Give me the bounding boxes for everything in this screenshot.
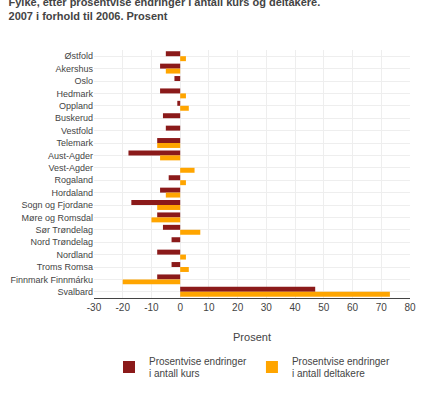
svg-text:40: 40 <box>290 302 302 313</box>
svg-text:Aust-Agder: Aust-Agder <box>48 151 93 161</box>
svg-text:Vestfold: Vestfold <box>61 126 93 136</box>
svg-text:Sør Trøndelag: Sør Trøndelag <box>35 225 93 235</box>
svg-text:20: 20 <box>232 302 244 313</box>
svg-text:Rogaland: Rogaland <box>54 175 93 185</box>
svg-text:70: 70 <box>376 302 388 313</box>
svg-text:Troms Romsa: Troms Romsa <box>37 262 93 272</box>
svg-text:Buskerud: Buskerud <box>55 113 93 123</box>
svg-text:Nordland: Nordland <box>56 250 93 260</box>
svg-text:-20: -20 <box>116 302 131 313</box>
svg-text:Sogn og Fjordane: Sogn og Fjordane <box>21 200 93 210</box>
svg-text:Østfold: Østfold <box>64 51 93 61</box>
svg-text:-10: -10 <box>144 302 159 313</box>
svg-text:80: 80 <box>404 302 416 313</box>
svg-text:Prosentvise endringeri antall: Prosentvise endringeri antall deltakere <box>292 356 390 380</box>
svg-text:Hedmark: Hedmark <box>56 89 93 99</box>
svg-text:30: 30 <box>261 302 273 313</box>
svg-text:Møre og Romsdal: Møre og Romsdal <box>21 213 93 223</box>
svg-text:Telemark: Telemark <box>56 138 93 148</box>
svg-text:Akershus: Akershus <box>55 64 93 74</box>
svg-text:Oslo: Oslo <box>74 76 93 86</box>
svg-text:-30: -30 <box>87 302 102 313</box>
svg-text:Prosentvise endringeri antall: Prosentvise endringeri antall kurs <box>149 356 247 380</box>
svg-text:Svalbard: Svalbard <box>57 287 93 297</box>
svg-text:Hordaland: Hordaland <box>51 188 93 198</box>
svg-text:0: 0 <box>177 302 183 313</box>
svg-text:60: 60 <box>347 302 359 313</box>
svg-text:50: 50 <box>318 302 330 313</box>
svg-text:Finnmark Finnmárku: Finnmark Finnmárku <box>10 275 93 285</box>
svg-text:Nord Trøndelag: Nord Trøndelag <box>30 237 93 247</box>
svg-text:Oppland: Oppland <box>59 101 93 111</box>
svg-text:Fylke, etter prosentvise endri: Fylke, etter prosentvise endringer i ant… <box>9 0 321 22</box>
svg-text:Prosent: Prosent <box>233 331 271 343</box>
svg-text:Vest-Agder: Vest-Agder <box>48 163 93 173</box>
svg-text:10: 10 <box>203 302 215 313</box>
